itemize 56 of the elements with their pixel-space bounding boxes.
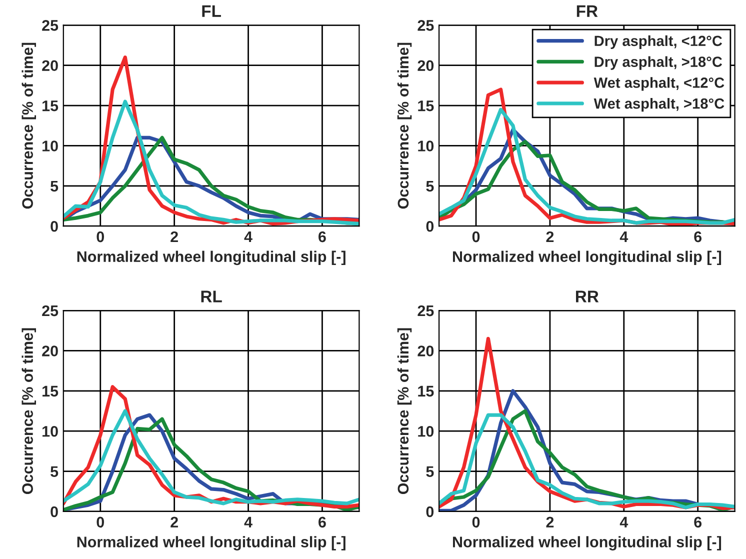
y-tick-label: 15 (42, 100, 58, 112)
y-tick-label: 10 (418, 140, 434, 152)
y-tick-label: 10 (42, 140, 58, 152)
y-tick-label: 0 (426, 220, 434, 232)
y-tick-label: 15 (418, 100, 434, 112)
y-axis-title: Occurrence [% of time] (397, 42, 412, 209)
x-tick-label: 2 (170, 231, 178, 242)
legend-label: Dry asphalt, <12°C (594, 35, 722, 49)
x-tick-label: 0 (472, 231, 480, 242)
x-tick-label: 2 (546, 231, 554, 242)
y-tick-label: 5 (50, 180, 58, 192)
y-axis-title: Occurrence [% of time] (22, 42, 36, 209)
x-axis-title: Normalized wheel longitudinal slip [-] (77, 536, 346, 550)
x-tick-label: 6 (694, 231, 702, 242)
y-tick-label: 15 (42, 386, 58, 397)
x-tick-label: 0 (96, 516, 104, 528)
y-tick-label: 20 (418, 346, 434, 356)
y-tick-label: 0 (50, 220, 58, 232)
x-tick-label: 0 (472, 516, 480, 528)
x-axis-title: Normalized wheel longitudinal slip [-] (452, 536, 722, 550)
chart-title: RR (576, 290, 599, 302)
y-tick-label: 15 (418, 386, 434, 397)
y-tick-label: 5 (50, 466, 58, 477)
y-tick-label: 20 (42, 346, 58, 356)
x-tick-label: 4 (620, 232, 628, 242)
legend-label: Dry asphalt, >18°C (594, 56, 722, 70)
y-axis-title: Occurrence [% of time] (397, 328, 412, 494)
y-tick-label: 25 (42, 20, 58, 31)
x-tick-label: 2 (546, 516, 554, 528)
x-tick-label: 4 (244, 516, 252, 528)
x-tick-label: 4 (620, 516, 628, 528)
y-tick-label: 20 (418, 60, 434, 72)
y-tick-label: 5 (426, 180, 434, 192)
x-tick-label: 6 (318, 231, 326, 242)
y-axis-title: Occurrence [% of time] (22, 328, 36, 494)
y-tick-label: 10 (42, 426, 58, 437)
x-tick-label: 4 (244, 232, 252, 242)
x-axis-title: Normalized wheel longitudinal slip [-] (77, 250, 346, 266)
x-tick-label: 2 (170, 516, 178, 528)
y-tick-label: 0 (426, 506, 434, 518)
x-tick-label: 6 (318, 516, 326, 528)
y-tick-label: 10 (418, 426, 434, 437)
y-tick-label: 20 (42, 60, 58, 72)
x-tick-label: 0 (96, 231, 104, 242)
y-tick-label: 0 (50, 506, 58, 518)
y-tick-label: 25 (42, 305, 58, 316)
y-tick-label: 25 (418, 20, 434, 31)
legend-label: Wet asphalt, <12°C (594, 77, 724, 91)
x-tick-label: 6 (694, 516, 702, 528)
legend-label: Wet asphalt, >18°C (594, 98, 724, 112)
y-tick-label: 5 (426, 466, 434, 477)
x-axis-title: Normalized wheel longitudinal slip [-] (452, 250, 722, 266)
chart-title: FL (202, 5, 221, 17)
chart-title: RL (201, 290, 222, 302)
chart-title: FR (576, 5, 598, 17)
y-tick-label: 25 (418, 305, 434, 316)
